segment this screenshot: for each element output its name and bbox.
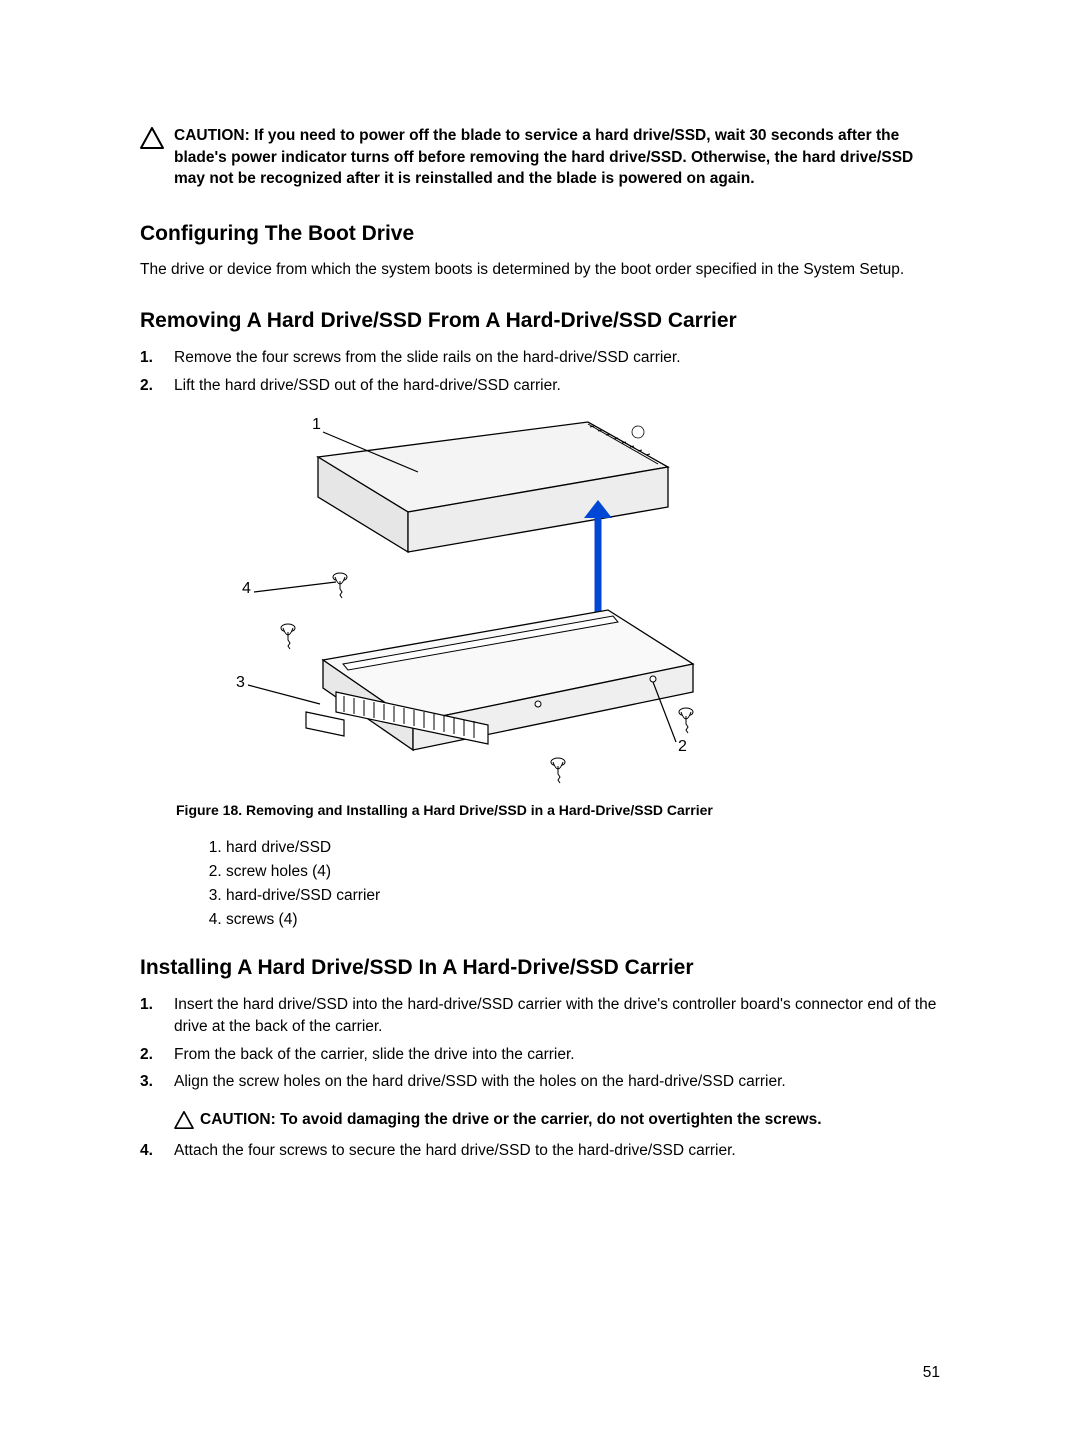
steps-installing: Insert the hard drive/SSD into the hard-… <box>140 994 940 1093</box>
step-item: Attach the four screws to secure the har… <box>140 1140 940 1162</box>
steps-removing: Remove the four screws from the slide ra… <box>140 347 940 396</box>
legend-item: screws (4) <box>226 908 940 932</box>
section-title-removing: Removing A Hard Drive/SSD From A Hard-Dr… <box>140 309 940 333</box>
caution-text-inline: CAUTION: To avoid damaging the drive or … <box>200 1109 822 1131</box>
caution-text-top: CAUTION: If you need to power off the bl… <box>174 125 940 190</box>
callout-2: 2 <box>678 738 687 756</box>
caution-block-inline: CAUTION: To avoid damaging the drive or … <box>140 1109 940 1134</box>
step-item: Lift the hard drive/SSD out of the hard-… <box>140 375 940 397</box>
legend-item: hard drive/SSD <box>226 836 940 860</box>
figure-18: 1 4 3 2 <box>188 412 708 792</box>
caution-icon <box>174 1111 194 1134</box>
step-item: From the back of the carrier, slide the … <box>140 1044 940 1066</box>
carrier-shape <box>306 610 693 750</box>
figure-caption: Figure 18. Removing and Installing a Har… <box>176 802 940 818</box>
ssd-shape <box>318 422 668 552</box>
section-title-configuring: Configuring The Boot Drive <box>140 222 940 246</box>
step-item: Align the screw holes on the hard drive/… <box>140 1071 940 1093</box>
callout-3: 3 <box>236 674 245 692</box>
section-body-configuring: The drive or device from which the syste… <box>140 260 940 281</box>
step-item: Insert the hard drive/SSD into the hard-… <box>140 994 940 1037</box>
step-item: Remove the four screws from the slide ra… <box>140 347 940 369</box>
section-title-installing: Installing A Hard Drive/SSD In A Hard-Dr… <box>140 956 940 980</box>
legend-item: screw holes (4) <box>226 860 940 884</box>
callout-1: 1 <box>312 416 321 434</box>
legend-item: hard-drive/SSD carrier <box>226 884 940 908</box>
figure-legend: hard drive/SSD screw holes (4) hard-driv… <box>226 836 940 932</box>
caution-icon <box>140 127 164 154</box>
page-number: 51 <box>923 1364 940 1382</box>
steps-installing-cont: Attach the four screws to secure the har… <box>140 1140 940 1162</box>
callout-4: 4 <box>242 580 251 598</box>
caution-block-top: CAUTION: If you need to power off the bl… <box>140 125 940 190</box>
